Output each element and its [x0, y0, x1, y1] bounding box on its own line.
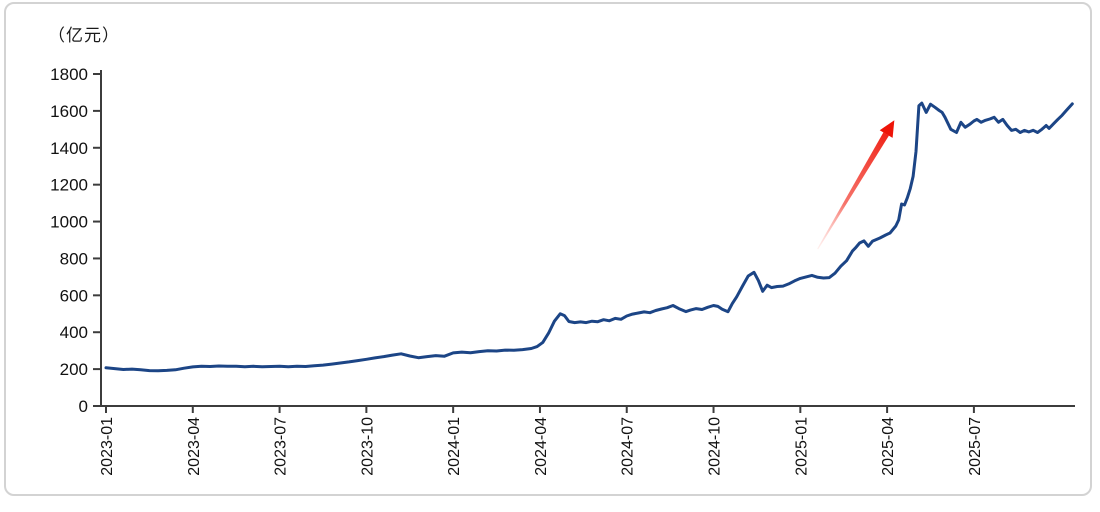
x-tick-label: 2023-01: [99, 417, 116, 476]
y-tick-label: 1600: [50, 102, 88, 121]
y-tick-label: 600: [60, 286, 88, 305]
x-tick-label: 2023-10: [359, 417, 376, 476]
data-line: [104, 101, 1074, 373]
y-tick-label: 1000: [50, 213, 88, 232]
x-tick-label: 2025-07: [967, 417, 984, 476]
trend-arrow-shaft: [817, 132, 889, 250]
x-tick-label: 2023-04: [186, 417, 203, 476]
y-tick-label: 0: [79, 397, 88, 416]
y-tick-label: 1400: [50, 139, 88, 158]
chart-card: （亿元） 0 200 400 600 800 1000 1200 1400 1600 1800 20…: [4, 2, 1092, 496]
y-tick-label: 1800: [50, 65, 88, 84]
y-tick-label: 200: [60, 360, 88, 379]
x-tick-label: 2023-07: [273, 417, 290, 476]
x-tick-label: 2024-07: [620, 417, 637, 476]
x-tick-label: 2025-04: [880, 417, 897, 476]
y-tick-label: 1200: [50, 176, 88, 195]
y-tick-label: 400: [60, 323, 88, 342]
x-tick-label: 2025-01: [793, 417, 810, 476]
x-tick-label: 2024-01: [446, 417, 463, 476]
x-tick-label: 2024-10: [707, 417, 724, 476]
x-tick-label: 2024-04: [533, 417, 550, 476]
line-chart: 0 200 400 600 800 1000 1200 1400 1600 1800 2023-01…: [50, 65, 1075, 476]
y-axis-unit-label: （亿元）: [48, 26, 120, 45]
y-tick-label: 800: [60, 249, 88, 268]
trend-arrow-head: [879, 120, 895, 138]
